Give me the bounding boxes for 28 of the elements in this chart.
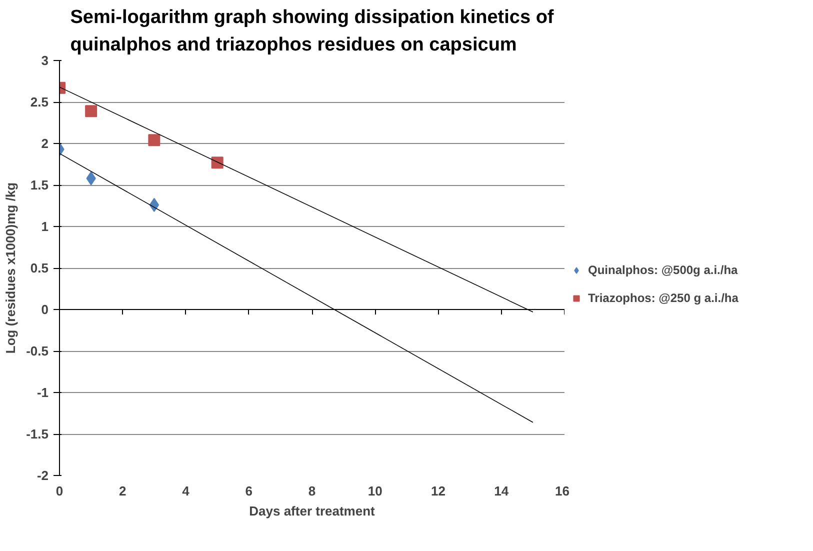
y-tick-label: -0.5 xyxy=(26,344,49,358)
y-tick-label: 2.5 xyxy=(30,94,49,110)
legend-label: Quinalphos: @500g a.i./ha xyxy=(588,263,738,278)
legend-label: Triazophos: @250 g a.i./ha xyxy=(588,291,738,306)
y-tick-label: 1 xyxy=(41,219,49,234)
x-tick-label: 14 xyxy=(494,484,510,498)
y-tick-label: -1.5 xyxy=(26,426,49,442)
x-tick-label: 4 xyxy=(182,484,190,498)
chart-title: Semi-logarithm graph showing dissipation kinetics of quinalphos and triazophos residues on capsicum xyxy=(70,7,554,56)
y-tick-label: 3 xyxy=(41,53,49,68)
y-tick-label: 1.5 xyxy=(30,178,49,192)
point xyxy=(148,134,160,146)
x-tick-label: 10 xyxy=(368,484,382,498)
y-tick-label: 2 xyxy=(41,136,49,151)
x-tick-label: 0 xyxy=(56,484,64,498)
x-tick-label: 12 xyxy=(431,484,446,498)
x-tick-label: 16 xyxy=(555,484,570,498)
y-tick-label: -1 xyxy=(36,385,49,400)
x-tick-label: 2 xyxy=(119,484,126,498)
y-tick-label: -2 xyxy=(36,468,49,483)
y-tick-label: 0.5 xyxy=(30,260,49,276)
point xyxy=(85,105,98,118)
x-tick-label: 8 xyxy=(308,484,316,498)
y-tick-label: 0 xyxy=(41,302,49,317)
x-tick-label: 6 xyxy=(245,484,252,498)
x-axis-title: Days after treatment xyxy=(249,504,376,518)
y-axis-title: Log (residues x1000)mg /kg xyxy=(3,182,18,354)
point xyxy=(211,156,224,169)
